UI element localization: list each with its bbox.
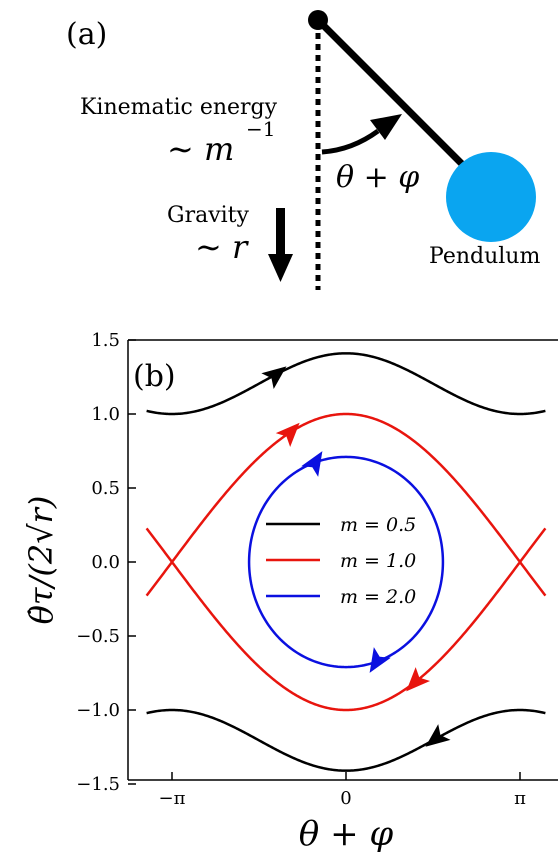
gravity-label: Gravity [167,203,250,228]
panel-b-label: (b) [133,359,176,394]
y-tick-label: −0.5 [76,626,120,647]
x-tick-label: 0 [340,788,351,809]
gravity-arrowhead [268,254,293,282]
panel-a-label: (a) [66,17,107,52]
gravity-scaling-label: ∼ r [195,228,249,266]
pivot-point [308,10,328,30]
arrow-m05-upper [261,366,287,390]
kinematic-energy-label: Kinematic energy [80,95,278,120]
arrow-m05-lower [425,724,451,747]
gravity-arrow-shaft [276,208,285,258]
legend: m = 0.5 m = 1.0 m = 2.0 [266,514,416,608]
arrow-m20-upper [301,451,323,477]
curve-m20-orbit [247,455,445,669]
panel-a: (a) Pendulum θ + φ Kinematic energy ∼ m … [66,10,540,290]
y-tick-label: −1.0 [76,700,120,721]
angle-label: θ + φ [336,160,419,195]
pendulum-rod [314,16,474,176]
flow-arrows [261,366,451,747]
pendulum-label: Pendulum [429,244,540,269]
x-axis-label: θ + φ [299,814,394,854]
curve-m05-lower [146,708,546,772]
y-tick-label: 1.5 [91,330,120,351]
kinematic-exponent-label: −1 [246,117,275,141]
x-tick-label: −π [159,788,186,809]
angle-arrow [321,128,380,155]
y-axis-label: θ̇τ/(2√r) [22,496,60,625]
plot-curves [145,352,547,772]
x-tick-label: π [514,788,526,809]
pendulum-bob [446,152,536,242]
panel-b: 1.5 1.0 0.5 0.0 −0.5 −1.0 −1.5 −π 0 π (b) m = 0.5… [22,330,558,854]
y-tick-label: −1.5 [76,774,120,795]
axis-ticks: 1.5 1.0 0.5 0.0 −0.5 −1.0 −1.5 −π 0 π [76,330,526,809]
curve-m10-lower [145,560,547,712]
legend-label-m10: m = 1.0 [340,550,416,572]
legend-label-m20: m = 2.0 [340,586,416,608]
kinematic-scaling-label: ∼ m [167,130,234,168]
y-tick-label: 0.0 [91,552,120,573]
arrow-m20-lower [369,647,391,673]
curve-m10-upper [145,412,547,564]
arrow-m10-lower [406,667,431,692]
y-tick-label: 1.0 [91,404,120,425]
arrow-m10-upper [275,422,300,447]
angle-arrowhead [370,114,402,140]
y-tick-label: 0.5 [91,478,120,499]
curve-m05-upper [146,352,546,416]
legend-label-m05: m = 0.5 [340,514,416,536]
